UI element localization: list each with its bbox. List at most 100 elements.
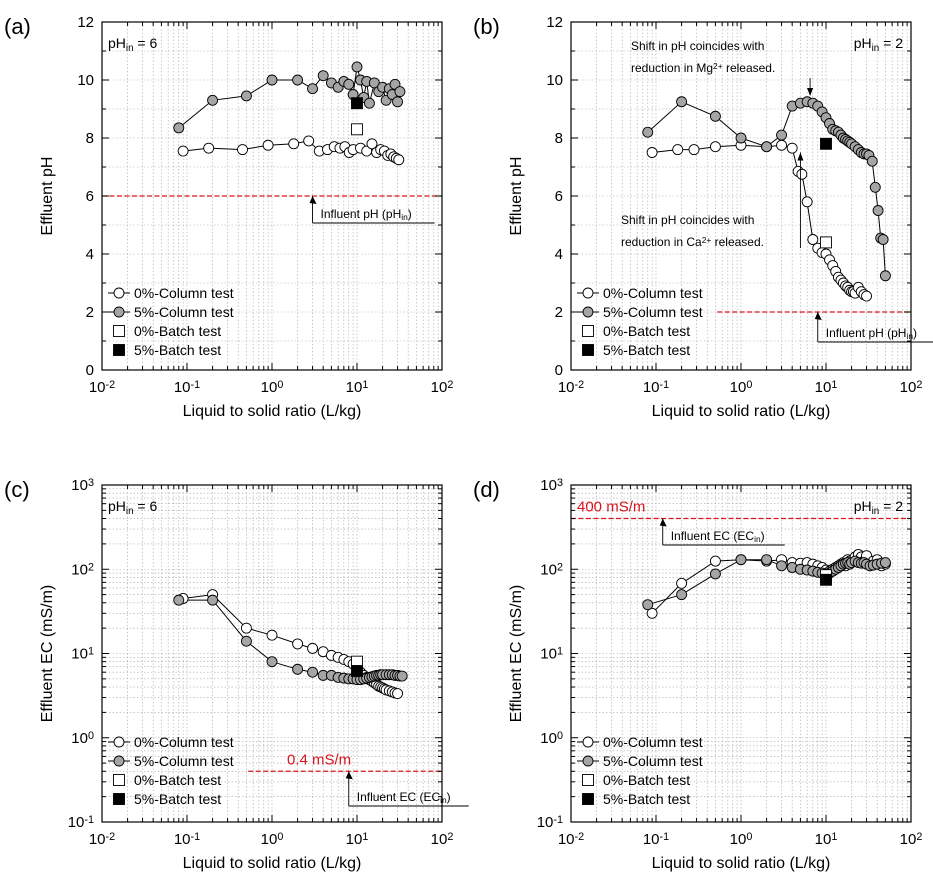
x-tick-label-base: 10 bbox=[558, 831, 575, 848]
x-tick-label-base: 10 bbox=[730, 831, 747, 848]
data-point-0pct-column bbox=[807, 234, 819, 245]
x-tick-label-exponent: 2 bbox=[447, 831, 453, 843]
data-point-0pct-column bbox=[237, 144, 248, 156]
legend-label: 5%-Column test bbox=[134, 753, 234, 769]
x-tick-label-exponent: 1 bbox=[362, 831, 368, 843]
y-axis-title: Effluent pH bbox=[508, 157, 525, 236]
legend-marker-open-circle bbox=[582, 287, 594, 299]
influent-value-label: 0.4 mS/m bbox=[287, 751, 351, 768]
data-point-0pct-column bbox=[266, 629, 278, 641]
data-point-5pct-column bbox=[761, 554, 773, 566]
panel-tag: (b) bbox=[473, 14, 500, 39]
axis-ticks bbox=[101, 21, 443, 371]
data-point-0pct-column bbox=[177, 145, 189, 157]
callout-arrowhead-icon bbox=[309, 196, 317, 204]
ph-label-base: pH bbox=[108, 35, 126, 51]
legend-marker-open-square bbox=[113, 325, 125, 337]
annotation-ca-line2: reduction in Ca bbox=[621, 235, 702, 249]
legend-label: 5%-Column test bbox=[134, 304, 234, 320]
y-tick-label-base: 10 bbox=[540, 477, 557, 494]
x-tick-label: 10-2 bbox=[89, 379, 115, 396]
data-point-0pct-column bbox=[796, 168, 808, 180]
x-tick-label-base: 10 bbox=[346, 831, 363, 848]
data-point-0pct-column bbox=[392, 688, 404, 699]
annotation-ca: Shift in pH coincides with reduction in C… bbox=[621, 213, 764, 249]
x-tick-label-base: 10 bbox=[89, 831, 106, 848]
data-point-0pct-column bbox=[307, 642, 319, 654]
data-point-5pct-column bbox=[776, 560, 788, 572]
ph-label-subscript: in bbox=[872, 506, 880, 517]
y-tick-label: 10-1 bbox=[68, 814, 94, 831]
x-tick-label-base: 10 bbox=[900, 831, 917, 848]
legend-marker-open-square bbox=[582, 774, 594, 786]
legend-marker-filled-square bbox=[113, 344, 125, 356]
data-point-5pct-batch bbox=[351, 665, 363, 677]
y-tick-label: 0 bbox=[86, 362, 94, 379]
legend-label: 0%-Batch test bbox=[603, 772, 690, 788]
data-point-0pct-column bbox=[292, 638, 304, 650]
data-point-5pct-column bbox=[396, 670, 408, 682]
y-tick-label: 10-1 bbox=[537, 814, 563, 831]
y-tick-label-base: 10 bbox=[71, 561, 88, 578]
data-point-5pct-column bbox=[676, 96, 688, 108]
y-tick-label: 0 bbox=[555, 362, 563, 379]
legend-marker-open-square bbox=[582, 325, 594, 337]
data-point-5pct-column bbox=[343, 78, 355, 90]
callout-tail: ) bbox=[913, 326, 917, 340]
y-tick-label: 2 bbox=[555, 304, 563, 321]
legend-marker-filled-square bbox=[113, 793, 125, 805]
data-point-5pct-column bbox=[776, 129, 788, 141]
data-point-5pct-column bbox=[761, 141, 773, 153]
data-point-5pct-column bbox=[363, 97, 375, 109]
legend: 0%-Column test 5%-Column test 0%-Batch tes… bbox=[108, 734, 234, 807]
data-point-5pct-batch bbox=[351, 97, 363, 110]
data-point-5pct-column bbox=[307, 666, 319, 678]
data-point-5pct-column bbox=[642, 599, 654, 611]
y-tick-label-base: 10 bbox=[71, 477, 88, 494]
data-point-5pct-column bbox=[207, 594, 219, 606]
panel-d: 10-2 10-1 100 101 10210-1100101102103Liquid … bbox=[473, 477, 922, 872]
callout-subscript: in bbox=[754, 534, 761, 544]
annotation-mg-line2: reduction in Mg bbox=[631, 61, 713, 75]
y-tick-label-exponent: 0 bbox=[557, 730, 563, 742]
ph-inlet-label: pHin = 6 bbox=[108, 35, 158, 54]
y-axis-title: Effluent pH bbox=[39, 157, 56, 236]
x-tick-label-exponent: 0 bbox=[746, 379, 752, 391]
x-tick-label-base: 10 bbox=[261, 831, 278, 848]
callout-base: Influent pH (pH bbox=[321, 207, 402, 221]
callout-subscript: in bbox=[440, 795, 447, 805]
x-tick-label: 101 bbox=[346, 379, 369, 396]
data-point-5pct-column bbox=[676, 589, 688, 601]
data-point-5pct-column bbox=[266, 656, 278, 668]
data-point-5pct-column bbox=[709, 110, 721, 122]
y-tick-label-base: 10 bbox=[71, 730, 88, 747]
y-tick-label-exponent: -1 bbox=[553, 814, 563, 826]
y-tick-label-base: 10 bbox=[537, 814, 554, 831]
y-tick-label: 8 bbox=[555, 130, 563, 147]
y-tick-label-base: 10 bbox=[540, 561, 557, 578]
annotation-mg-tail: released. bbox=[723, 61, 776, 75]
ph-label-subscript: in bbox=[872, 43, 880, 54]
x-tick-label: 100 bbox=[730, 831, 753, 848]
callout-arrowhead-icon bbox=[659, 518, 667, 527]
x-tick-label-base: 10 bbox=[643, 831, 660, 848]
data-point-5pct-column bbox=[877, 234, 889, 245]
x-tick-label-base: 10 bbox=[815, 379, 832, 396]
y-tick-label: 101 bbox=[540, 645, 563, 662]
legend-marker-filled-square bbox=[582, 793, 594, 805]
data-point-5pct-column bbox=[394, 86, 406, 98]
callout-tail: ) bbox=[447, 790, 451, 804]
y-tick-label: 2 bbox=[86, 304, 94, 321]
data-point-5pct-column bbox=[317, 70, 329, 82]
callout-tail: ) bbox=[761, 529, 765, 543]
data-point-5pct-column bbox=[351, 61, 363, 73]
callout-arrowhead-icon bbox=[345, 771, 353, 780]
panel-tag: (d) bbox=[473, 477, 500, 502]
axis-ticks bbox=[101, 484, 443, 823]
y-tick-label-base: 10 bbox=[540, 646, 557, 663]
ph-inlet-label: pHin = 2 bbox=[854, 35, 904, 54]
legend-marker-open-square bbox=[113, 774, 125, 786]
data-point-0pct-column bbox=[801, 196, 813, 208]
